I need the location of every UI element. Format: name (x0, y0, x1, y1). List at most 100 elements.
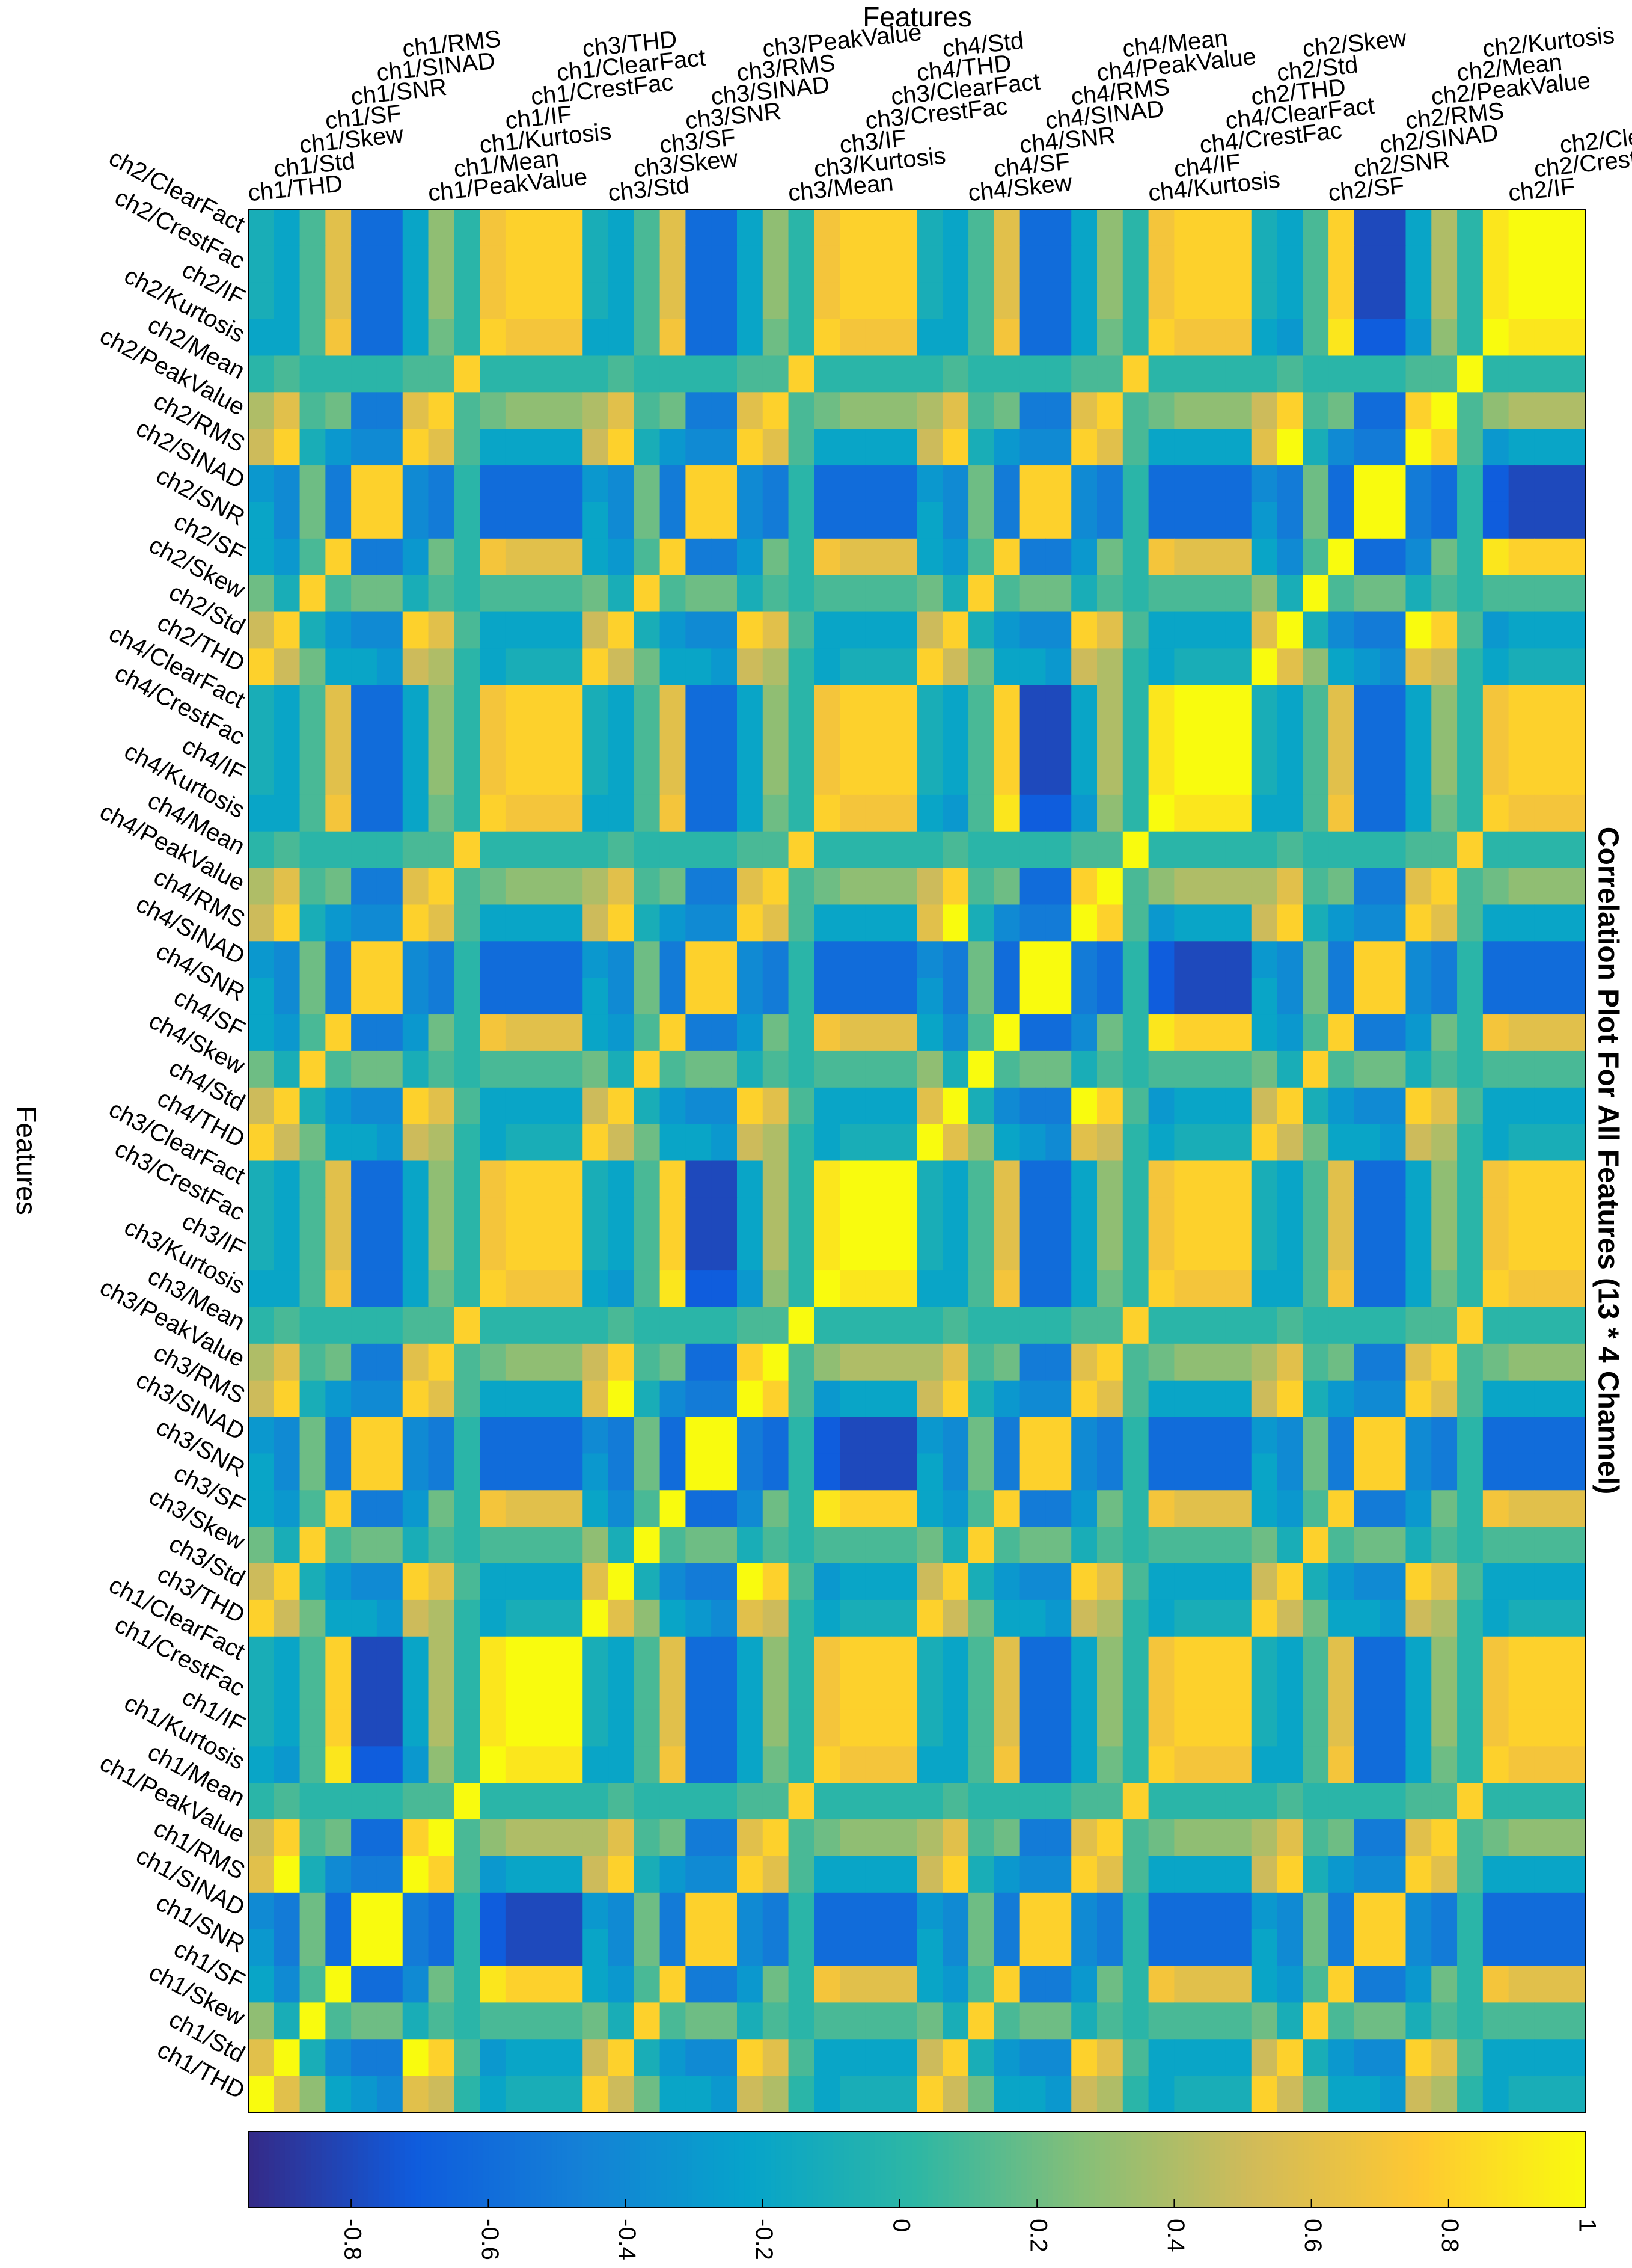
heatmap-cell (685, 1856, 712, 1893)
heatmap-cell (788, 685, 814, 722)
heatmap-cell (917, 1709, 943, 1747)
heatmap-cell (1354, 1783, 1381, 1820)
colorbar-segment (1209, 2132, 1215, 2208)
heatmap-cell (840, 648, 866, 685)
heatmap-cell (1534, 245, 1560, 283)
heatmap-cell (376, 282, 403, 320)
heatmap-cell (1328, 1746, 1355, 1783)
heatmap-cell (1560, 1050, 1586, 1088)
heatmap-cell (402, 392, 429, 429)
heatmap-cell (531, 1343, 558, 1381)
heatmap-cell (505, 685, 532, 722)
heatmap-cell (402, 1892, 429, 1930)
heatmap-cell (762, 1966, 789, 2003)
heatmap-cell (557, 209, 583, 247)
heatmap-cell (274, 1160, 301, 1198)
heatmap-cell (454, 1014, 480, 1052)
heatmap-cell (1097, 465, 1123, 503)
heatmap-cell (1534, 1929, 1560, 1967)
heatmap-cell (1457, 1892, 1484, 1930)
heatmap-cell (968, 1819, 995, 1857)
heatmap-cell (1431, 1307, 1458, 1344)
heatmap-cell (531, 1966, 558, 2003)
heatmap-cell (1019, 1563, 1047, 1601)
heatmap-cell (943, 1819, 969, 1857)
heatmap-cell (788, 1929, 814, 1967)
heatmap-cell (994, 1087, 1021, 1125)
heatmap-cell (788, 1856, 814, 1893)
heatmap-cell (582, 1599, 609, 1637)
heatmap-cell (1251, 1380, 1278, 1418)
colorbar-segment (441, 2132, 447, 2208)
heatmap-cell (891, 1050, 918, 1088)
heatmap-cell (762, 1343, 789, 1381)
heatmap-cell (1534, 1746, 1560, 1783)
heatmap-cell (736, 758, 763, 795)
heatmap-cell (711, 1527, 738, 1564)
heatmap-cell (608, 1124, 635, 1162)
heatmap-cell (840, 575, 866, 613)
heatmap-cell (1174, 611, 1200, 649)
colorbar-segment (1053, 2132, 1059, 2208)
heatmap-cell (428, 685, 454, 722)
heatmap-cell (917, 611, 943, 649)
heatmap-cell (840, 1673, 866, 1711)
heatmap-cell (1122, 1636, 1149, 1674)
heatmap-cell (1045, 1929, 1072, 1967)
heatmap-cell (248, 794, 275, 832)
heatmap-cell (454, 941, 480, 978)
heatmap-cell (865, 1673, 892, 1711)
heatmap-cell (1277, 831, 1303, 869)
heatmap-cell (608, 1966, 635, 2003)
heatmap-cell (505, 1673, 532, 1711)
heatmap-cell (428, 2039, 454, 2076)
colorbar-segment (488, 2132, 495, 2208)
heatmap-cell (299, 1307, 326, 1344)
heatmap-cell (299, 1490, 326, 1527)
colorbar-segment (1058, 2132, 1064, 2208)
heatmap-cell (994, 355, 1021, 393)
heatmap-cell (1354, 465, 1381, 503)
heatmap-cell (1277, 1892, 1303, 1930)
heatmap-cell (891, 1343, 918, 1381)
heatmap-cell (582, 575, 609, 613)
heatmap-cell (402, 1673, 429, 1711)
heatmap-cell (917, 1783, 943, 1820)
heatmap-cell (376, 1563, 403, 1601)
heatmap-cell (1122, 904, 1149, 942)
heatmap-cell (659, 1966, 686, 2003)
heatmap-cell (1174, 429, 1200, 466)
heatmap-cell (1534, 611, 1560, 649)
heatmap-cell (659, 245, 686, 283)
heatmap-cell (736, 611, 763, 649)
heatmap-cell (1482, 1160, 1509, 1198)
heatmap-cell (608, 1380, 635, 1418)
heatmap-cell (891, 2076, 918, 2113)
heatmap-cell (402, 1709, 429, 1747)
heatmap-cell (1380, 465, 1407, 503)
heatmap-cell (1328, 429, 1355, 466)
heatmap-cell (1457, 1453, 1484, 1491)
heatmap-cell (505, 465, 532, 503)
heatmap-cell (659, 685, 686, 722)
heatmap-cell (402, 465, 429, 503)
heatmap-cell (1508, 722, 1535, 759)
heatmap-cell (1354, 1599, 1381, 1637)
heatmap-cell (454, 1197, 480, 1234)
heatmap-cell (685, 1417, 712, 1454)
heatmap-cell (1457, 1087, 1484, 1125)
heatmap-cell (1354, 1673, 1381, 1711)
heatmap-cell (480, 209, 506, 247)
heatmap-cell (402, 1453, 429, 1491)
heatmap-cell (454, 392, 480, 429)
heatmap-cell (1251, 2039, 1278, 2076)
heatmap-cell (454, 1050, 480, 1088)
heatmap-cell (1277, 1527, 1303, 1564)
heatmap-cell (814, 1270, 840, 1308)
heatmap-cell (480, 1343, 506, 1381)
heatmap-cell (531, 1819, 558, 1857)
heatmap-cell (480, 1599, 506, 1637)
heatmap-cell (351, 501, 377, 539)
heatmap-cell (1148, 1892, 1175, 1930)
colorbar-segment (1486, 2132, 1493, 2208)
